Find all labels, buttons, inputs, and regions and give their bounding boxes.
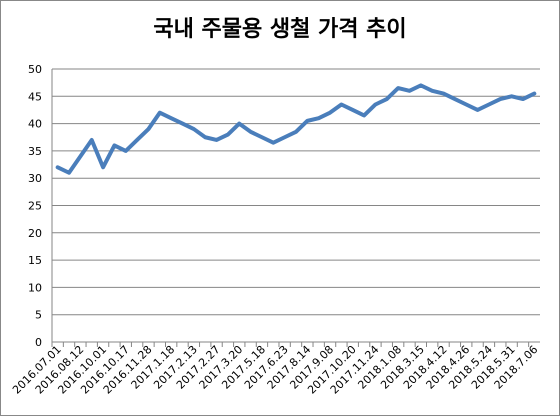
y-tick-label: 45 bbox=[28, 90, 42, 103]
y-tick-label: 30 bbox=[28, 172, 42, 185]
y-tick-label: 0 bbox=[35, 336, 42, 349]
y-tick-label: 40 bbox=[28, 118, 42, 131]
y-tick-label: 35 bbox=[28, 145, 42, 158]
y-tick-label: 10 bbox=[28, 281, 42, 294]
y-tick-label: 20 bbox=[28, 227, 42, 240]
y-tick-label: 15 bbox=[28, 254, 42, 267]
y-tick-label: 25 bbox=[28, 200, 42, 213]
data-line bbox=[55, 83, 537, 175]
y-tick-label: 5 bbox=[35, 309, 42, 322]
chart-title: 국내 주물용 생철 가격 추이 bbox=[153, 17, 406, 42]
y-tick-label: 50 bbox=[28, 63, 42, 76]
